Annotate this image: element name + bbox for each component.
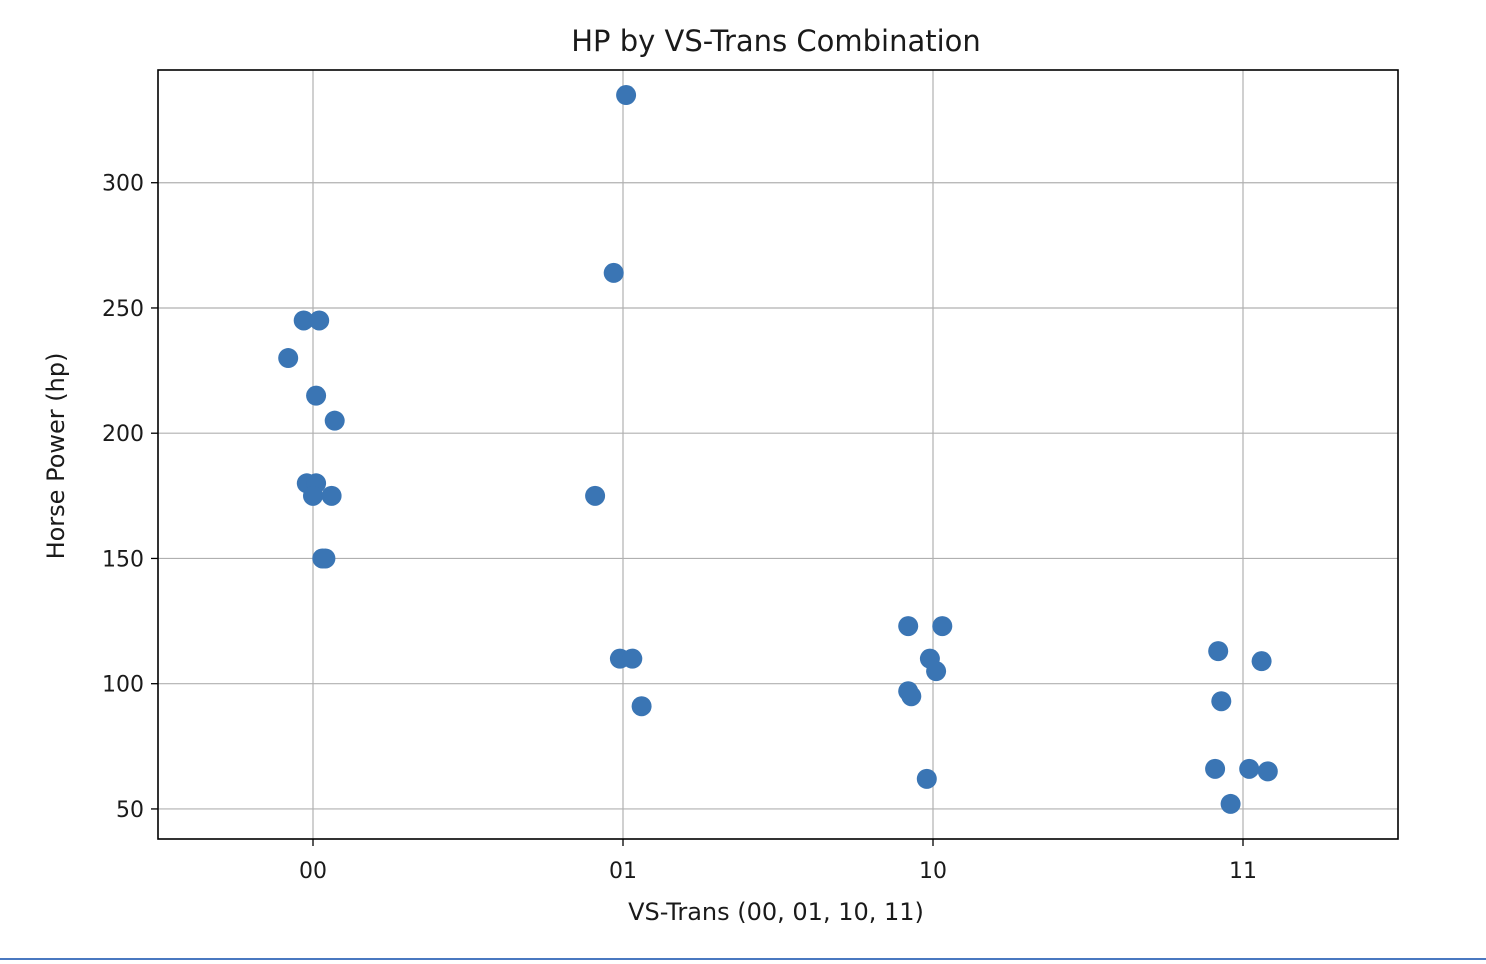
cell-divider <box>0 958 1486 960</box>
data-point <box>293 310 314 331</box>
data-point <box>901 686 922 707</box>
data-point <box>321 485 342 506</box>
data-point <box>1220 793 1241 814</box>
data-point <box>324 410 345 431</box>
y-axis-label: Horse Power (hp) <box>42 353 70 560</box>
x-axis-label: VS-Trans (00, 01, 10, 11) <box>628 898 924 926</box>
data-point <box>898 616 919 637</box>
points-layer <box>278 85 1278 814</box>
data-point <box>916 768 937 789</box>
y-tick-label: 250 <box>102 297 144 322</box>
y-tick-label: 200 <box>102 422 144 447</box>
data-point <box>603 262 624 283</box>
data-point <box>1239 758 1260 779</box>
data-point <box>1257 761 1278 782</box>
y-tick-label: 100 <box>102 673 144 698</box>
data-point <box>309 310 330 331</box>
data-point <box>622 648 643 669</box>
grid-layer <box>158 70 1398 839</box>
x-tick-label: 10 <box>919 859 947 884</box>
data-point <box>1251 651 1272 672</box>
data-point <box>306 385 327 406</box>
data-point <box>631 696 652 717</box>
data-point <box>585 485 606 506</box>
chart-title: HP by VS-Trans Combination <box>571 24 981 58</box>
x-tick-label: 11 <box>1229 859 1257 884</box>
y-tick-label: 150 <box>102 547 144 572</box>
ticks-layer: 00 01 10 11 50 100 150 200 250 300 <box>102 172 1257 884</box>
data-point <box>1205 758 1226 779</box>
data-point <box>1208 641 1229 662</box>
plot-frame <box>157 69 1399 840</box>
x-tick-label: 01 <box>609 859 637 884</box>
y-tick-label: 300 <box>102 172 144 197</box>
y-tick-label: 50 <box>116 798 144 823</box>
data-point <box>616 85 637 106</box>
data-point <box>303 485 323 506</box>
data-point <box>932 616 953 637</box>
data-point <box>1211 691 1232 712</box>
data-point <box>926 661 947 682</box>
data-point <box>315 548 336 569</box>
x-tick-label: 00 <box>299 859 327 884</box>
data-point <box>278 348 299 369</box>
